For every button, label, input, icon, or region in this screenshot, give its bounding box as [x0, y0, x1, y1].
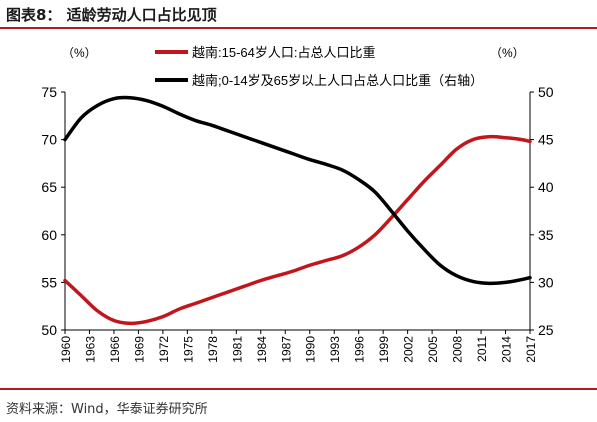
- legend: 越南:15-64岁人口:占总人口比重 越南;0-14岁及65岁以上人口占总人口比…: [155, 45, 483, 88]
- x-tick-label: 1969: [132, 336, 146, 363]
- series-layer: [63, 95, 532, 326]
- x-tick-label: 2005: [426, 336, 440, 363]
- x-tick-label: 1987: [279, 336, 293, 363]
- x-tick-label: 1972: [157, 336, 171, 363]
- x-tick-label: 1960: [59, 336, 73, 363]
- left-tick-label: 70: [41, 132, 57, 148]
- right-tick-label: 40: [538, 179, 554, 195]
- x-tick-label: 1963: [83, 336, 97, 363]
- x-tick-label: 2002: [402, 336, 416, 363]
- right-y-axis: 25 30 35 40 45 50: [529, 84, 554, 338]
- x-tick-label: 1999: [377, 336, 391, 363]
- series-line-working-age: [63, 134, 532, 326]
- x-tick-label: 1993: [328, 336, 342, 363]
- right-tick-label: 25: [538, 322, 554, 338]
- x-tick-label: 1981: [230, 336, 244, 363]
- right-tick-label: 35: [538, 227, 554, 243]
- x-tick-label: 1996: [353, 336, 367, 363]
- title-divider: [0, 27, 597, 29]
- x-tick-label: 1990: [304, 336, 318, 363]
- x-tick-label: 2008: [451, 336, 465, 363]
- left-tick-label: 50: [41, 322, 57, 338]
- right-tick-label: 50: [538, 84, 554, 100]
- x-tick-label: 1966: [108, 336, 122, 363]
- x-tick-label: 1984: [255, 336, 269, 363]
- left-tick-label: 60: [41, 227, 57, 243]
- source-note: 资料来源：Wind，华泰证券研究所: [6, 402, 208, 417]
- x-axis: 1960 1963 1966 1969 1972 1975 1978 1981 1984 1987…: [59, 329, 538, 363]
- left-axis-unit: （%）: [62, 46, 97, 60]
- x-tick-label: 2014: [500, 336, 514, 363]
- x-tick-label: 1975: [181, 336, 195, 363]
- legend-label-working-age: 越南:15-64岁人口:占总人口比重: [192, 45, 375, 60]
- x-tick-label: 2017: [524, 336, 538, 363]
- right-tick-label: 30: [538, 274, 554, 290]
- left-tick-label: 65: [41, 179, 57, 195]
- left-tick-label: 55: [41, 274, 57, 290]
- left-y-axis: 50 55 60 65 70 75: [41, 84, 66, 338]
- footer-divider: [0, 388, 597, 390]
- x-tick-label: 2011: [475, 336, 489, 362]
- x-tick-label: 1978: [206, 336, 220, 363]
- left-tick-label: 75: [41, 84, 57, 100]
- series-line-dependent: [63, 95, 532, 286]
- legend-label-dependent: 越南;0-14岁及65岁以上人口占总人口比重（右轴）: [192, 73, 483, 88]
- figure-title: 图表8： 适龄劳动人口占比见顶: [6, 6, 217, 24]
- right-tick-label: 45: [538, 132, 554, 148]
- right-axis-unit: （%）: [490, 46, 525, 60]
